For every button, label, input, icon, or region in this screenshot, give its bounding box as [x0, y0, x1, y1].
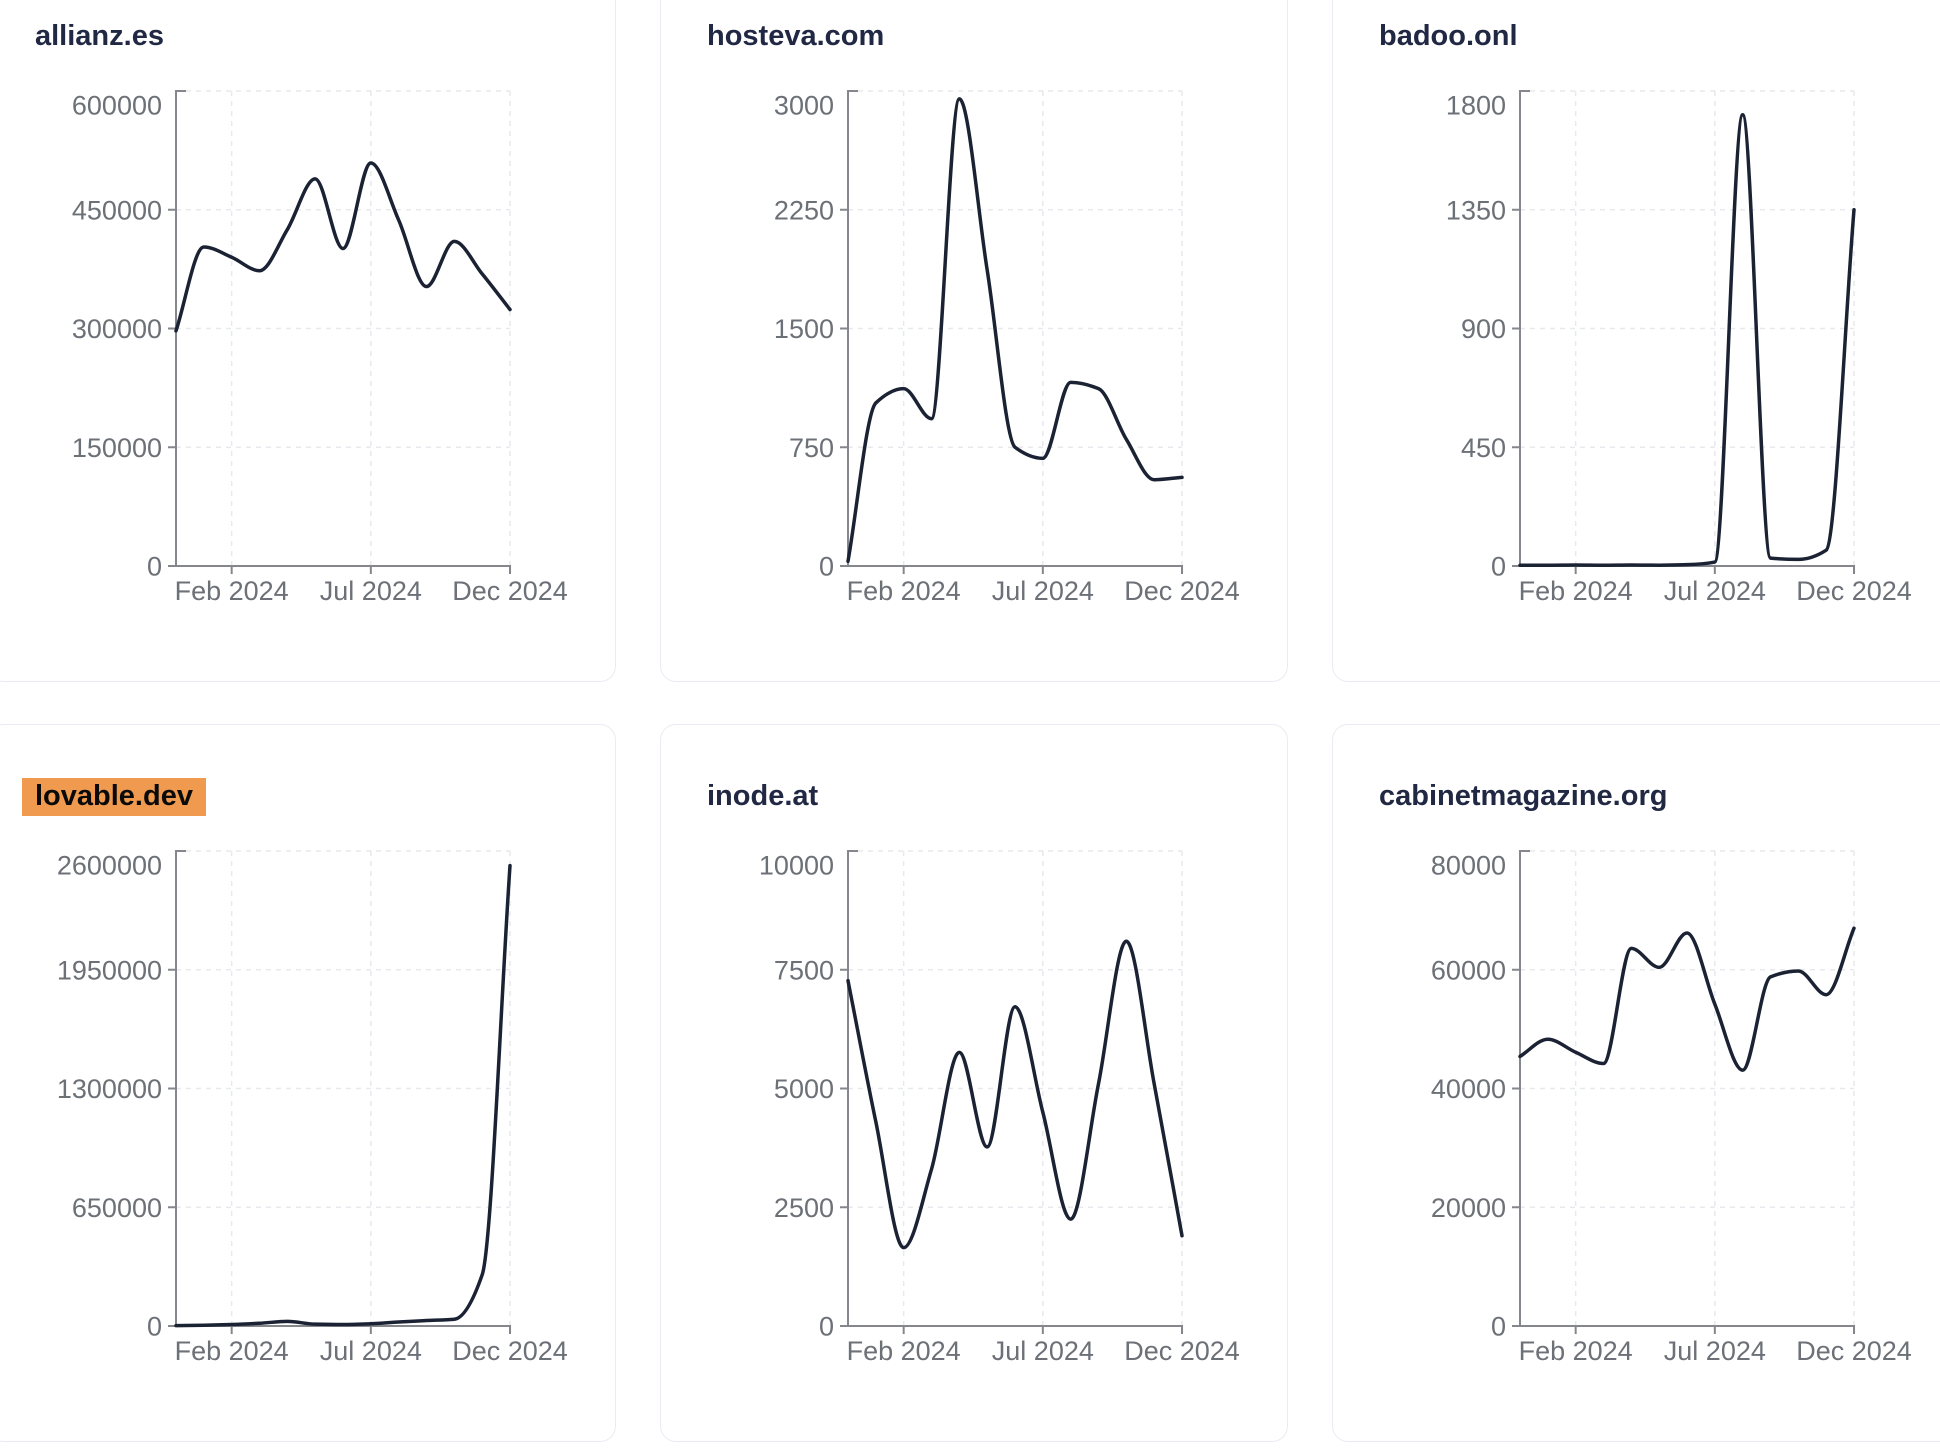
y-tick-label: 0	[819, 552, 834, 582]
y-tick-label: 2500	[774, 1193, 834, 1223]
chart-title: allianz.es	[0, 0, 615, 55]
y-tick-label: 750	[789, 433, 834, 463]
y-tick-label: 0	[1491, 552, 1506, 582]
chart-title-text: hosteva.com	[707, 20, 885, 52]
chart-title-text: inode.at	[707, 780, 819, 812]
data-line	[1518, 113, 1856, 567]
x-tick-label: Feb 2024	[1519, 1336, 1633, 1366]
y-tick-label: 0	[1491, 1312, 1506, 1342]
x-tick-label: Jul 2024	[1664, 1336, 1766, 1366]
y-tick-label: 1500	[774, 314, 834, 344]
y-tick-label: 450	[1461, 433, 1506, 463]
line-chart: 80000 60000 40000 20000 0 Feb 2024 Jul 2024 Dec…	[1431, 850, 1912, 1366]
chart-title: badoo.onl	[1333, 0, 1940, 55]
y-tick-label: 7500	[774, 955, 834, 985]
y-tick-label: 300000	[72, 314, 162, 344]
chart-card-hosteva.com: hosteva.com 3000 2250 1500 750 0 Feb 2024 Jul …	[660, 0, 1288, 682]
line-chart: 10000 7500 5000 2500 0 Feb 2024 Jul 2024 Dec 20…	[759, 850, 1240, 1366]
chart-card-cabinetmagazine.org: cabinetmagazine.org 80000 60000 40000 20000…	[1332, 724, 1940, 1442]
x-tick-label: Dec 2024	[1796, 1336, 1912, 1366]
chart-card-badoo.onl: badoo.onl 1800 1350 900 450 0 Feb 2024 Jul 202…	[1332, 0, 1940, 682]
x-tick-label: Jul 2024	[1664, 576, 1766, 606]
chart-title-text: allianz.es	[35, 20, 164, 52]
chart-title-text: lovable.dev	[22, 778, 206, 816]
y-tick-label: 150000	[72, 433, 162, 463]
y-tick-label: 60000	[1431, 955, 1506, 985]
line-chart: 3000 2250 1500 750 0 Feb 2024 Jul 2024 Dec 2024	[774, 90, 1240, 606]
x-tick-label: Dec 2024	[452, 1336, 568, 1366]
x-tick-label: Feb 2024	[175, 576, 289, 606]
y-tick-label: 1300000	[57, 1074, 162, 1104]
x-tick-label: Jul 2024	[320, 576, 422, 606]
y-tick-label: 20000	[1431, 1193, 1506, 1223]
y-tick-label: 0	[819, 1312, 834, 1342]
line-chart: 2600000 1950000 1300000 650000 0 Feb 2024 Jul …	[57, 850, 568, 1366]
y-tick-label: 450000	[72, 195, 162, 225]
y-tick-label: 0	[147, 1312, 162, 1342]
y-tick-label: 80000	[1431, 851, 1506, 881]
y-tick-label: 40000	[1431, 1074, 1506, 1104]
x-tick-label: Feb 2024	[1519, 576, 1633, 606]
chart-card-inode.at: inode.at 10000 7500 5000 2500 0 Feb 2024 Jul 2…	[660, 724, 1288, 1442]
axis-domain	[847, 850, 1183, 1334]
y-tick-label: 0	[147, 552, 162, 582]
data-line	[1518, 926, 1856, 1072]
y-tick-label: 3000	[774, 91, 834, 121]
axis-domain	[1519, 850, 1855, 1334]
chart-card-lovable.dev: lovable.dev 2600000 1950000 1300000 650000 0…	[0, 724, 616, 1442]
y-tick-label: 650000	[72, 1193, 162, 1223]
y-tick-label: 2250	[774, 195, 834, 225]
x-tick-label: Feb 2024	[847, 576, 961, 606]
chart-title: hosteva.com	[661, 0, 1287, 55]
x-tick-label: Dec 2024	[452, 576, 568, 606]
y-tick-label: 1950000	[57, 955, 162, 985]
y-tick-label: 600000	[72, 91, 162, 121]
x-tick-label: Dec 2024	[1124, 576, 1240, 606]
axis-domain	[1519, 90, 1855, 574]
line-chart: 600000 450000 300000 150000 0 Feb 2024 Jul 202…	[72, 90, 568, 606]
y-tick-label: 10000	[759, 851, 834, 881]
chart-title: lovable.dev	[0, 725, 615, 816]
x-tick-label: Jul 2024	[992, 576, 1094, 606]
x-tick-label: Jul 2024	[320, 1336, 422, 1366]
x-tick-label: Feb 2024	[847, 1336, 961, 1366]
y-tick-label: 1350	[1446, 195, 1506, 225]
x-tick-label: Feb 2024	[175, 1336, 289, 1366]
y-tick-label: 5000	[774, 1074, 834, 1104]
axis-domain	[175, 850, 511, 1334]
data-line	[846, 97, 1184, 563]
data-line	[174, 161, 512, 333]
axis-domain	[847, 90, 1183, 574]
chart-title-text: badoo.onl	[1379, 20, 1518, 52]
line-chart: 1800 1350 900 450 0 Feb 2024 Jul 2024 Dec 2024	[1446, 90, 1912, 606]
chart-title: cabinetmagazine.org	[1333, 725, 1940, 815]
chart-title-text: cabinetmagazine.org	[1379, 780, 1668, 812]
data-line	[846, 939, 1184, 1250]
y-tick-label: 900	[1461, 314, 1506, 344]
x-tick-label: Dec 2024	[1796, 576, 1912, 606]
y-tick-label: 2600000	[57, 851, 162, 881]
axis-domain	[175, 90, 511, 574]
chart-card-allianz.es: allianz.es 600000 450000 300000 150000 0 Feb …	[0, 0, 616, 682]
data-line	[174, 863, 512, 1328]
chart-title: inode.at	[661, 725, 1287, 815]
y-tick-label: 1800	[1446, 91, 1506, 121]
x-tick-label: Dec 2024	[1124, 1336, 1240, 1366]
x-tick-label: Jul 2024	[992, 1336, 1094, 1366]
